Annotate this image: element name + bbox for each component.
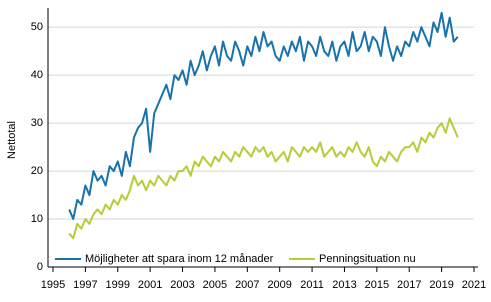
x-tick-label: 2005 [203, 279, 227, 291]
y-tick-label: 20 [31, 165, 43, 177]
x-tick-label: 2015 [365, 279, 389, 291]
x-tick-label: 2017 [397, 279, 421, 291]
y-tick-label: 50 [31, 21, 43, 33]
x-tick-label: 2021 [462, 279, 486, 291]
x-tick-label: 2013 [332, 279, 356, 291]
x-tick-label: 1995 [41, 279, 65, 291]
y-tick-label: 30 [31, 117, 43, 129]
x-tick-label: 2009 [267, 279, 291, 291]
x-tick-label: 2011 [300, 279, 324, 291]
x-tick-label: 2003 [170, 279, 194, 291]
y-tick-label: 10 [31, 213, 43, 225]
x-tick-label: 2019 [429, 279, 453, 291]
x-tick-label: 1999 [106, 279, 130, 291]
y-tick-label: 40 [31, 69, 43, 81]
legend-label: Möjligheter att spara inom 12 månader [85, 253, 274, 265]
y-axis-label: Nettotal [6, 121, 18, 159]
legend-label: Penningsituation nu [319, 253, 416, 265]
x-tick-label: 2007 [235, 279, 259, 291]
y-tick-label: 0 [37, 261, 43, 273]
x-tick-label: 1997 [73, 279, 97, 291]
x-tick-label: 2001 [138, 279, 162, 291]
data-line [68, 11, 459, 221]
data-line [68, 117, 459, 240]
